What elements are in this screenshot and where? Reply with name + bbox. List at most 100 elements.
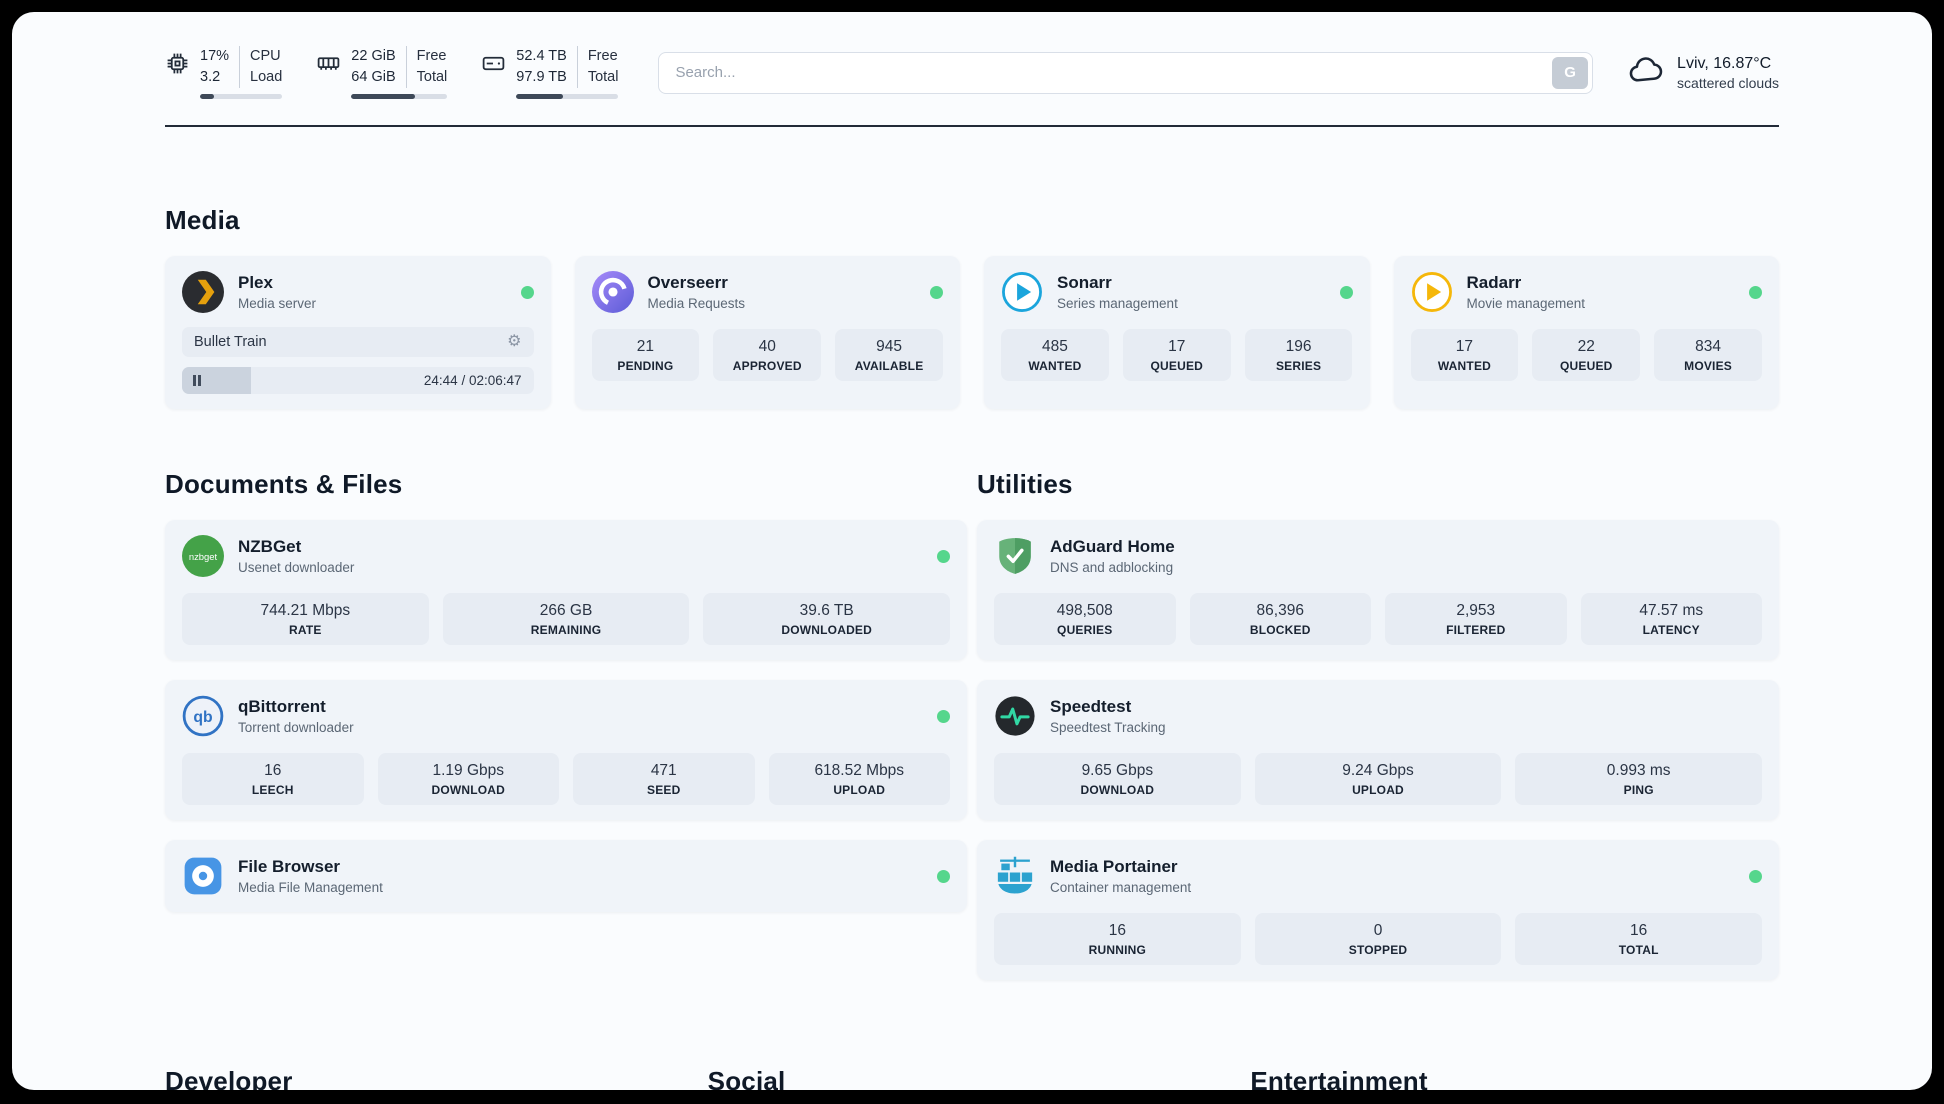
stat-label: DOWNLOAD xyxy=(431,783,506,798)
stat-pending: 21 PENDING xyxy=(591,329,700,382)
status-online-dot xyxy=(1749,285,1762,299)
stat-label: DOWNLOADED xyxy=(781,623,873,638)
qbittorrent-header: qb qBittorrent Torrent downloader xyxy=(182,695,950,737)
memory-total: 64 GiB xyxy=(351,69,396,86)
sonarr-card[interactable]: Sonarr Series management 485 WANTED 17 Q… xyxy=(984,256,1370,410)
filebrowser-header: File Browser Media File Management xyxy=(182,855,950,897)
adguard-shield-icon xyxy=(994,535,1036,577)
stat-value: 9.24 Gbps xyxy=(1342,762,1414,780)
status-online-dot xyxy=(1749,869,1762,883)
search-input[interactable] xyxy=(658,51,1594,94)
stat-approved: 40 APPROVED xyxy=(713,329,822,382)
stat-movies: 834 MOVIES xyxy=(1654,329,1762,382)
app-subtitle: Speedtest Tracking xyxy=(1050,720,1166,736)
pause-icon[interactable] xyxy=(193,375,201,387)
overseerr-icon xyxy=(591,271,634,314)
memory-label-top: Free xyxy=(416,48,447,64)
portainer-card[interactable]: Media Portainer Container management 16 … xyxy=(977,840,1779,981)
search-bar: G xyxy=(658,51,1594,94)
status-online-dot xyxy=(930,285,943,299)
social-section-title: Social xyxy=(707,1066,786,1090)
stat-value: 47.57 ms xyxy=(1639,602,1704,620)
stat-seed: 471 SEED xyxy=(573,753,755,806)
app-subtitle: Usenet downloader xyxy=(238,560,355,576)
qbittorrent-stats: 16 LEECH 1.19 Gbps DOWNLOAD 471 SEED 618… xyxy=(182,753,950,806)
portainer-stats: 16 RUNNING 0 STOPPED 16 TOTAL xyxy=(994,913,1763,966)
memory-free: 22 GiB xyxy=(351,48,396,64)
cpu-label-top: CPU xyxy=(250,48,281,64)
stat-wanted: 17 WANTED xyxy=(1410,329,1519,382)
stat-label: PENDING xyxy=(617,359,674,374)
weather-condition: scattered clouds xyxy=(1677,74,1779,91)
stat-label: QUEUED xyxy=(1559,359,1613,374)
app-name: qBittorrent xyxy=(238,697,326,717)
adguard-card[interactable]: AdGuard Home DNS and adblocking 498,508 … xyxy=(977,520,1779,661)
section-media: Media Plex Media server Bullet Train xyxy=(165,205,1779,410)
app-subtitle: Series management xyxy=(1057,296,1178,312)
stat-label: PING xyxy=(1623,783,1654,798)
adguard-header: AdGuard Home DNS and adblocking xyxy=(994,535,1762,577)
cpu-progress-track xyxy=(200,94,283,100)
overseerr-card[interactable]: Overseerr Media Requests 21 PENDING 40 A… xyxy=(574,256,960,410)
app-subtitle: Container management xyxy=(1050,880,1192,896)
app-subtitle: Media server xyxy=(238,296,317,312)
cpu-load: 3.2 xyxy=(200,69,221,86)
app-name: File Browser xyxy=(238,857,341,877)
app-name: NZBGet xyxy=(238,537,302,557)
section-utilities: Utilities AdGuard Home DNS and adblockin… xyxy=(977,469,1779,1000)
nzbget-card[interactable]: nzbget NZBGet Usenet downloader 744.21 M… xyxy=(165,520,967,661)
gear-icon[interactable]: ⚙ xyxy=(507,333,522,351)
stat-label: LATENCY xyxy=(1642,623,1700,638)
radarr-card[interactable]: Radarr Movie management 17 WANTED 22 QUE… xyxy=(1393,256,1779,410)
plex-header: Plex Media server xyxy=(182,271,534,314)
app-name: AdGuard Home xyxy=(1050,537,1175,557)
sonarr-icon xyxy=(1001,271,1043,313)
overseerr-stats: 21 PENDING 40 APPROVED 945 AVAILABLE xyxy=(591,329,944,382)
stat-label: STOPPED xyxy=(1348,943,1408,958)
qbittorrent-card[interactable]: qb qBittorrent Torrent downloader 16 LEE… xyxy=(165,680,967,821)
status-online-dot xyxy=(937,869,950,883)
disk-progress-fill xyxy=(516,94,564,100)
sonarr-stats: 485 WANTED 17 QUEUED 196 SERIES xyxy=(1001,329,1353,382)
stat-label: REMAINING xyxy=(530,623,602,638)
stat-label: MOVIES xyxy=(1684,359,1733,374)
stat-value: 0 xyxy=(1373,922,1383,940)
nzbget-icon: nzbget xyxy=(182,535,224,578)
cloud-icon xyxy=(1627,51,1665,94)
stat-label: SERIES xyxy=(1275,359,1322,374)
radarr-stats: 17 WANTED 22 QUEUED 834 MOVIES xyxy=(1410,329,1763,382)
dashboard-panel: 17% 3.2 CPU Load xyxy=(12,12,1932,1090)
stat-value: 17 xyxy=(1455,338,1474,356)
app-name: Radarr xyxy=(1466,273,1522,293)
stat-label: WANTED xyxy=(1437,359,1492,374)
stat-value: 744.21 Mbps xyxy=(260,602,351,620)
cpu-labels: CPU Load xyxy=(239,46,282,89)
stat-download: 9.65 Gbps DOWNLOAD xyxy=(994,753,1241,806)
disk-total: 97.9 TB xyxy=(516,69,567,86)
filebrowser-card[interactable]: File Browser Media File Management xyxy=(165,840,967,913)
stat-label: BLOCKED xyxy=(1249,623,1311,638)
app-subtitle: Media Requests xyxy=(647,296,746,312)
nzbget-header: nzbget NZBGet Usenet downloader xyxy=(182,535,950,578)
speedtest-card[interactable]: Speedtest Speedtest Tracking 9.65 Gbps D… xyxy=(977,680,1779,821)
speedtest-stats: 9.65 Gbps DOWNLOAD 9.24 Gbps UPLOAD 0.99… xyxy=(994,753,1763,806)
stat-label: UPLOAD xyxy=(833,783,886,798)
stat-value: 834 xyxy=(1695,338,1721,356)
disk-label-top: Free xyxy=(587,48,618,64)
app-subtitle: Torrent downloader xyxy=(238,720,354,736)
cpu-values: 17% 3.2 xyxy=(200,46,229,88)
stat-available: 945 AVAILABLE xyxy=(835,329,943,382)
playback-time: 24:44 / 02:06:47 xyxy=(423,373,522,389)
plex-card[interactable]: Plex Media server Bullet Train ⚙ 24:44 /… xyxy=(165,256,551,410)
stat-label: QUERIES xyxy=(1057,623,1113,638)
disk-values: 52.4 TB 97.9 TB xyxy=(516,46,567,88)
stat-upload: 9.24 Gbps UPLOAD xyxy=(1254,753,1502,806)
stat-value: 618.52 Mbps xyxy=(814,762,905,780)
stat-ping: 0.993 ms PING xyxy=(1515,753,1763,806)
disk-progress-track xyxy=(516,94,619,100)
app-subtitle: Movie management xyxy=(1466,296,1586,312)
bookmarks-zone: Developer GH Github github.com SO StackO… xyxy=(165,1066,1779,1090)
search-engine-button[interactable]: G xyxy=(1552,56,1589,89)
stat-label: LEECH xyxy=(251,783,294,798)
